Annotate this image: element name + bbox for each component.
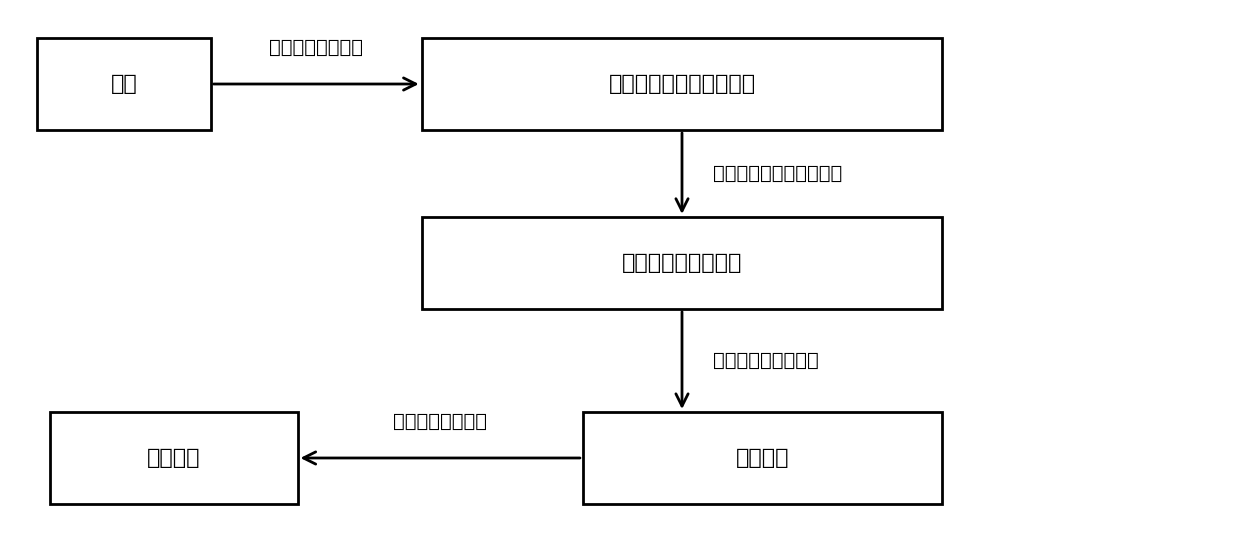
Bar (422, 38, 942, 130)
Text: 树脂与氨基酸连接: 树脂与氨基酸连接 (269, 38, 363, 57)
Text: 直鑃肍的切割与环化: 直鑃肍的切割与环化 (713, 351, 818, 370)
Text: 连接有直鑃肍的树脂: 连接有直鑃肍的树脂 (621, 253, 743, 273)
Bar (583, 412, 942, 504)
Text: 连接有一个氨基酸的树脂: 连接有一个氨基酸的树脂 (609, 74, 755, 94)
Text: 环肍纯品: 环肍纯品 (146, 448, 201, 468)
Text: 树脂载体上的氨基酸缩合: 树脂载体上的氨基酸缩合 (713, 164, 842, 183)
Bar (50, 412, 298, 504)
Bar (422, 217, 942, 309)
Text: 环肍粗品: 环肍粗品 (735, 448, 790, 468)
Text: 树脂: 树脂 (110, 74, 138, 94)
Bar (37, 38, 211, 130)
Text: 环肍的纯化与保存: 环肍的纯化与保存 (393, 412, 487, 431)
